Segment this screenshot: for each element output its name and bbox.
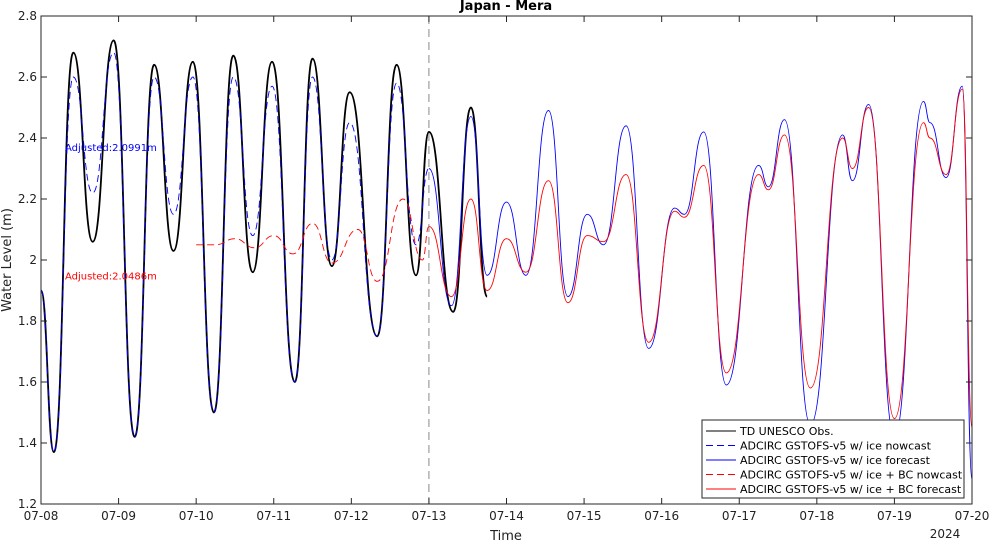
y-tick-label: 2	[29, 253, 37, 267]
x-tick-label: 07-08	[24, 509, 59, 523]
x-tick-label: 07-19	[877, 509, 912, 523]
annotation-layer: Adjusted:2.0991m Adjusted:2.0486m	[65, 143, 157, 282]
x-tick-label: 07-16	[644, 509, 679, 523]
series-line-1	[40, 52, 430, 453]
adjusted-annotation-0: Adjusted:2.0991m	[65, 143, 157, 154]
y-tick-label: 1.2	[18, 497, 37, 511]
chart-title: Japan - Mera	[459, 0, 552, 14]
legend-label-1: ADCIRC GSTOFS-v5 w/ ice nowcast	[740, 440, 932, 453]
x-tick-label: 07-09	[101, 509, 136, 523]
series-line-3	[196, 198, 430, 282]
legend-label-3: ADCIRC GSTOFS-v5 w/ ice + BC nowcast	[740, 469, 963, 482]
y-tick-label: 2.6	[18, 70, 37, 84]
legend-box	[701, 419, 965, 499]
y-axis-title: Water Level (m)	[0, 208, 15, 312]
y-tick-label: 1.4	[18, 436, 37, 450]
x-tick-label: 07-18	[799, 509, 834, 523]
x-tick-label: 07-10	[179, 509, 214, 523]
year-label: 2024	[930, 527, 961, 541]
x-tick-label: 07-15	[567, 509, 602, 523]
y-tick-label: 2.8	[18, 9, 37, 23]
ticks-layer: 07-08 07-09 07-10 07-11 07-12 07-13 07-14 07-15…	[18, 9, 989, 523]
legend-label-0: TD UNESCO Obs.	[739, 425, 834, 438]
x-tick-label: 07-14	[489, 509, 524, 523]
x-tick-label: 07-20	[955, 509, 989, 523]
adjusted-annotation-1: Adjusted:2.0486m	[65, 271, 157, 282]
legend: TD UNESCO Obs. ADCIRC GSTOFS-v5 w/ ice no…	[701, 419, 965, 499]
x-tick-label: 07-12	[334, 509, 369, 523]
y-tick-label: 2.2	[18, 192, 37, 206]
legend-label-4: ADCIRC GSTOFS-v5 w/ ice + BC forecast	[740, 483, 962, 496]
series-line-4	[428, 88, 973, 429]
x-axis-title: Time	[489, 529, 522, 541]
x-tick-label: 07-17	[722, 509, 757, 523]
series-layer	[40, 39, 973, 481]
x-tick-label: 07-13	[411, 509, 446, 523]
y-tick-label: 1.6	[18, 375, 37, 389]
series-line-0	[40, 39, 488, 454]
legend-label-2: ADCIRC GSTOFS-v5 w/ ice forecast	[740, 454, 931, 467]
x-tick-label: 07-11	[256, 509, 291, 523]
y-tick-label: 1.8	[18, 314, 37, 328]
y-tick-label: 2.4	[18, 131, 37, 145]
